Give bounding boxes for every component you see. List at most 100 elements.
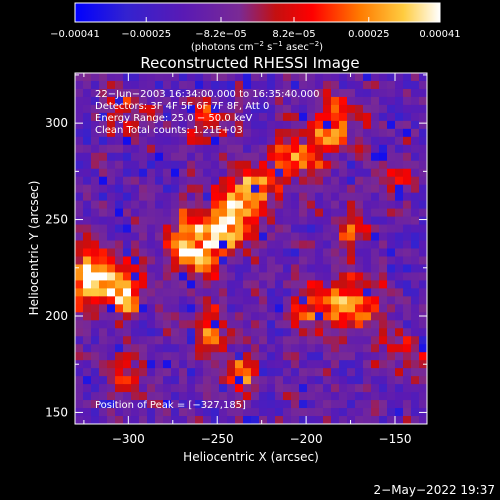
- heatmap-cell: [259, 320, 268, 329]
- heatmap-cell: [395, 344, 404, 353]
- heatmap-cell: [219, 344, 228, 353]
- colorbar-unit-sup: −2: [309, 40, 319, 48]
- heatmap-cell: [259, 128, 268, 138]
- heatmap-cell: [267, 184, 276, 194]
- heatmap-cell: [211, 128, 220, 138]
- heatmap-cell: [195, 160, 204, 170]
- heatmap-cell: [403, 184, 412, 194]
- heatmap-cell: [387, 200, 396, 210]
- heatmap-cell: [283, 296, 292, 305]
- heatmap-cell: [171, 296, 180, 305]
- heatmap-cell: [99, 88, 108, 98]
- heatmap-cell: [235, 360, 244, 369]
- heatmap-cell: [187, 232, 196, 242]
- heatmap-cell: [163, 224, 172, 234]
- heatmap-cell: [195, 280, 204, 289]
- heatmap-cell: [91, 168, 100, 178]
- heatmap-cell: [307, 120, 316, 130]
- heatmap-cell: [259, 73, 268, 82]
- heatmap-cell: [395, 368, 404, 377]
- heatmap-cell: [131, 136, 140, 146]
- heatmap-cell: [163, 240, 172, 250]
- heatmap-cell: [91, 120, 100, 130]
- heatmap-cell: [307, 256, 316, 266]
- heatmap-cell: [419, 304, 427, 313]
- heatmap-cell: [91, 288, 100, 297]
- heatmap-cell: [307, 360, 316, 369]
- heatmap-cell: [235, 160, 244, 170]
- heatmap-cell: [91, 184, 100, 194]
- heatmap-cell: [371, 320, 380, 329]
- heatmap-cell: [131, 280, 140, 289]
- heatmap-cell: [291, 176, 300, 186]
- heatmap-cell: [347, 88, 356, 98]
- heatmap-cell: [315, 360, 324, 369]
- heatmap-cell: [163, 232, 172, 242]
- heatmap-cell: [147, 336, 156, 345]
- heatmap-cell: [371, 352, 380, 361]
- heatmap-cell: [347, 160, 356, 170]
- heatmap-cell: [115, 280, 124, 289]
- heatmap-cell: [171, 304, 180, 313]
- heatmap-cell: [411, 376, 420, 385]
- heatmap-cell: [211, 392, 220, 401]
- heatmap-cell: [411, 152, 420, 162]
- heatmap-cell: [83, 352, 92, 361]
- heatmap-cell: [115, 136, 124, 146]
- heatmap-cell: [379, 208, 388, 218]
- heatmap-cell: [187, 176, 196, 186]
- heatmap-cell: [395, 320, 404, 329]
- heatmap-cell: [99, 128, 108, 138]
- heatmap-cell: [371, 104, 380, 114]
- heatmap-cell: [171, 96, 180, 106]
- heatmap-cell: [339, 184, 348, 194]
- heatmap-cell: [275, 256, 284, 266]
- heatmap-cell: [91, 96, 100, 106]
- heatmap-cell: [387, 336, 396, 345]
- heatmap-cell: [339, 392, 348, 401]
- heatmap-cell: [403, 224, 412, 234]
- heatmap-cell: [347, 272, 356, 282]
- heatmap-cell: [115, 224, 124, 234]
- heatmap-cell: [203, 392, 212, 401]
- heatmap-cell: [323, 336, 332, 345]
- peak-position-label: Position of Peak = [−327,185]: [95, 400, 246, 411]
- heatmap-cell: [331, 392, 340, 401]
- heatmap-cell: [355, 416, 364, 424]
- heatmap-cell: [403, 120, 412, 130]
- heatmap-cell: [123, 416, 132, 424]
- heatmap-cell: [163, 120, 172, 130]
- heatmap-cell: [131, 416, 140, 424]
- heatmap-cell: [323, 416, 332, 424]
- heatmap-cell: [299, 160, 308, 170]
- heatmap-cell: [131, 320, 140, 329]
- heatmap-cell: [235, 368, 244, 377]
- heatmap-cell: [331, 136, 340, 146]
- heatmap-cell: [355, 264, 364, 274]
- heatmap-cell: [315, 73, 324, 82]
- heatmap-cell: [163, 400, 172, 409]
- heatmap-cell: [267, 144, 276, 154]
- heatmap-cell: [387, 296, 396, 305]
- heatmap-cell: [243, 352, 252, 361]
- heatmap-cell: [227, 376, 236, 385]
- heatmap-cell: [107, 320, 116, 329]
- heatmap-cell: [259, 112, 268, 122]
- colorbar-ticks: −0.00041 −0.00025 −8.2e−05 8.2e−05 0.00025 0.…: [50, 17, 461, 40]
- heatmap-cell: [155, 208, 164, 218]
- heatmap-cell: [235, 128, 244, 138]
- heatmap-cell: [371, 408, 380, 417]
- heatmap-cell: [123, 384, 132, 393]
- heatmap-cell: [371, 168, 380, 178]
- heatmap-cell: [187, 96, 196, 106]
- heatmap-cell: [403, 360, 412, 369]
- heatmap-cell: [379, 136, 388, 146]
- heatmap-cell: [403, 192, 412, 202]
- heatmap-cell: [251, 232, 260, 242]
- heatmap-cell: [275, 296, 284, 305]
- heatmap-cell: [315, 304, 324, 313]
- heatmap-cell: [419, 73, 427, 82]
- heatmap-cell: [323, 184, 332, 194]
- heatmap-cell: [155, 144, 164, 154]
- heatmap-cell: [259, 296, 268, 305]
